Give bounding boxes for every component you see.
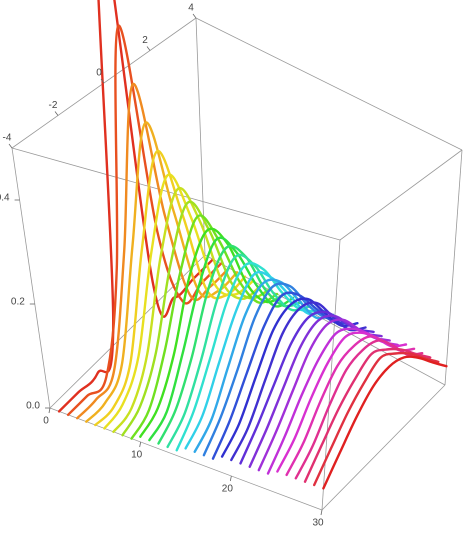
curve bbox=[211, 291, 351, 460]
curve bbox=[220, 297, 359, 458]
curve bbox=[112, 186, 263, 433]
curve bbox=[103, 173, 255, 430]
y-tick bbox=[54, 111, 59, 116]
z-tick-label: 0.4 bbox=[0, 193, 10, 204]
curve bbox=[166, 253, 311, 449]
curve bbox=[276, 331, 408, 473]
curve bbox=[148, 236, 295, 442]
x-tick-label: 10 bbox=[131, 450, 143, 461]
z-tick-label: 0.2 bbox=[11, 297, 25, 308]
curve bbox=[66, 24, 223, 416]
x-tick-label: 0 bbox=[43, 416, 49, 427]
curve bbox=[202, 282, 343, 457]
curve bbox=[139, 227, 287, 438]
y-tick-label: -4 bbox=[3, 133, 12, 144]
x-tick bbox=[139, 441, 142, 448]
y-tick bbox=[192, 13, 197, 19]
y-tick bbox=[146, 46, 151, 51]
box-edge bbox=[444, 149, 463, 386]
curve bbox=[85, 121, 239, 423]
y-tick-label: 0 bbox=[96, 68, 102, 79]
curve bbox=[313, 351, 440, 487]
y-tick bbox=[8, 143, 13, 149]
curve bbox=[184, 270, 327, 450]
curve bbox=[322, 355, 448, 490]
curve bbox=[175, 262, 319, 452]
x-tick bbox=[48, 407, 51, 414]
x-tick-label: 20 bbox=[222, 484, 234, 495]
x-tick bbox=[229, 475, 232, 482]
y-tick-label: -2 bbox=[49, 100, 58, 111]
curve bbox=[230, 301, 367, 462]
curve bbox=[303, 347, 432, 483]
box-edge bbox=[321, 239, 341, 511]
y-tick-label: 4 bbox=[188, 3, 194, 14]
curve bbox=[76, 82, 231, 420]
z-tick-label: 0.0 bbox=[26, 401, 40, 412]
y-tick-label: 2 bbox=[142, 35, 148, 46]
y-tick bbox=[100, 78, 105, 84]
curve bbox=[121, 200, 271, 437]
x-tick bbox=[320, 509, 323, 516]
box-edge bbox=[49, 407, 323, 511]
box-edge bbox=[321, 384, 446, 511]
ticks: 0 10 20 30 -4 -2 0 2 4 0.0 0.2 0.4 bbox=[0, 3, 324, 529]
box-edge bbox=[11, 147, 51, 409]
x-tick-label: 30 bbox=[312, 518, 324, 529]
curves bbox=[57, 0, 448, 490]
box-edge bbox=[195, 17, 463, 151]
box-edge bbox=[339, 149, 463, 241]
